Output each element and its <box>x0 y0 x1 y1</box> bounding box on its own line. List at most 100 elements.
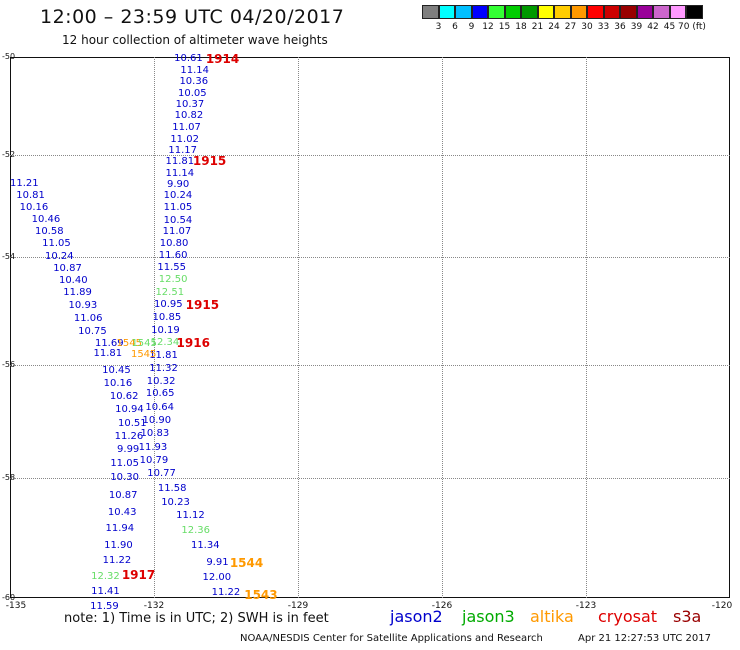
color-scale-label: 45 <box>663 22 676 32</box>
longitude-gridline <box>298 57 299 598</box>
wave-height-reading: 10.64 <box>145 401 174 413</box>
wave-height-reading: 9.90 <box>166 179 190 191</box>
latitude-label: -56 <box>2 360 16 369</box>
wave-height-reading: 10.32 <box>146 376 176 388</box>
wave-height-reading: 1545 <box>116 337 142 349</box>
color-scale-label: 3 <box>435 22 442 32</box>
color-scale-swatch <box>686 5 703 19</box>
longitude-gridline <box>154 57 155 598</box>
wave-height-reading: 10.77 <box>147 468 176 480</box>
longitude-label: -132 <box>143 601 165 611</box>
wave-height-reading: 10.75 <box>78 325 107 337</box>
wave-height-reading: 11.81 <box>165 155 195 167</box>
legend-altika: altika <box>530 607 574 626</box>
color-scale-label: 24 <box>548 22 560 32</box>
color-scale-label: 6 <box>452 22 458 32</box>
legend-jason3: jason3 <box>462 607 515 626</box>
color-scale-label: 70 (ft) <box>678 22 706 32</box>
pass-time-marker: 1916 <box>176 336 210 351</box>
color-scale-swatch <box>636 5 653 19</box>
color-scale-swatch <box>471 5 488 19</box>
wave-height-reading: 11.22 <box>211 587 241 599</box>
wave-height-reading: 10.54 <box>163 214 193 226</box>
page-title: 12:00 – 23:59 UTC 04/20/2017 <box>40 6 345 28</box>
wave-height-reading: 10.46 <box>31 214 61 226</box>
color-scale-swatch <box>438 5 455 19</box>
wave-height-reading: 10.93 <box>68 300 98 312</box>
color-scale-label: 15 <box>498 22 511 32</box>
wave-height-reading: 12.00 <box>202 571 232 583</box>
wave-height-reading: 11.81 <box>149 350 178 362</box>
wave-height-reading: 10.45 <box>102 364 131 376</box>
wave-height-reading: 11.89 <box>63 287 92 299</box>
wave-height-reading: 9.99 <box>117 443 140 455</box>
wave-height-reading: 11.81 <box>93 348 123 359</box>
wave-height-reading: 10.51 <box>118 417 147 429</box>
color-scale-label: 21 <box>531 22 544 32</box>
wave-height-reading: 10.16 <box>103 377 133 389</box>
wave-height-reading: 10.81 <box>16 190 45 202</box>
wave-height-reading: 10.05 <box>178 88 207 100</box>
page-subtitle: 12 hour collection of altimeter wave hei… <box>62 33 328 47</box>
wave-height-reading: 10.90 <box>142 414 172 426</box>
wave-height-reading: 9.91 <box>206 557 229 569</box>
wave-height-reading: 10.40 <box>58 275 88 287</box>
wave-height-reading: 11.93 <box>138 441 168 453</box>
wave-height-reading: 11.41 <box>91 586 120 598</box>
latitude-gridline <box>10 257 730 259</box>
wave-height-reading: 10.30 <box>110 471 139 483</box>
longitude-label: -126 <box>431 601 453 611</box>
wave-height-reading: 10.87 <box>108 490 138 502</box>
latitude-gridline <box>10 365 730 366</box>
pass-time-marker: 1544 <box>229 555 264 570</box>
color-scale-swatch <box>422 5 439 19</box>
color-scale-swatch <box>570 5 587 19</box>
wave-height-reading: 10.94 <box>115 404 144 416</box>
wave-height-reading: 10.58 <box>34 226 64 238</box>
legend-s3a: s3a <box>673 607 702 626</box>
latitude-label: -60 <box>2 593 16 602</box>
wave-height-reading: 11.05 <box>42 238 71 250</box>
wave-height-reading: 11.14 <box>180 65 210 77</box>
wave-height-reading: 11.69 <box>94 338 124 350</box>
longitude-gridline <box>442 57 443 598</box>
latitude-label: -50 <box>2 52 16 61</box>
pass-time-marker: 1914 <box>205 51 240 66</box>
wave-height-reading: 11.14 <box>165 167 195 179</box>
wave-height-reading: 11.26 <box>114 430 144 442</box>
wave-height-reading: 11.59 <box>90 601 119 613</box>
color-scale-label: 30 <box>581 22 593 32</box>
wave-height-reading: 12.51 <box>155 287 185 299</box>
color-scale-swatches <box>422 5 703 19</box>
wave-height-reading: 12.34 <box>150 337 180 349</box>
wave-height-reading: 12.50 <box>158 274 188 286</box>
wave-height-reading: 10.80 <box>159 238 189 250</box>
color-scale-label: 39 <box>630 22 643 32</box>
wave-height-reading: 11.90 <box>104 540 133 552</box>
wave-height-reading: 11.22 <box>102 555 132 567</box>
longitude-label: -120 <box>711 601 733 611</box>
color-scale-label: 12 <box>482 22 494 32</box>
wave-height-reading: 11.07 <box>172 121 201 133</box>
wave-height-reading: 10.24 <box>45 251 74 263</box>
wave-height-reading: 11.58 <box>157 483 187 495</box>
wave-height-reading: 12.36 <box>181 525 210 537</box>
color-scale-label: 36 <box>614 22 626 32</box>
color-scale-swatch <box>669 5 686 19</box>
map-plot: 10.61 11.14 10.36 10.05 10.37 10.82 11.07 11.02… <box>10 53 730 612</box>
color-scale-label: 42 <box>647 22 659 32</box>
pass-time-marker: 1917 <box>121 568 156 583</box>
wave-height-reading: 11.17 <box>168 144 198 156</box>
wave-height-reading: 11.55 <box>157 261 186 273</box>
color-scale-swatch <box>521 5 538 19</box>
color-scale: 3 6 9 12 15 18 21 24 27 30 33 36 39 42 45 70 (ft) <box>422 5 706 32</box>
wave-height-reading: 10.37 <box>175 99 205 111</box>
wave-height-reading: 11.94 <box>105 523 135 535</box>
color-scale-swatch <box>620 5 637 19</box>
credit-text: NOAA/NESDIS Center for Satellite Applica… <box>240 633 543 644</box>
generation-timestamp: Apr 21 12:27:53 UTC 2017 <box>578 633 711 644</box>
color-scale-swatch <box>603 5 620 19</box>
latitude-gridline <box>10 154 730 156</box>
wave-height-reading: 10.85 <box>152 311 182 323</box>
wave-height-reading: 11.06 <box>73 312 103 324</box>
